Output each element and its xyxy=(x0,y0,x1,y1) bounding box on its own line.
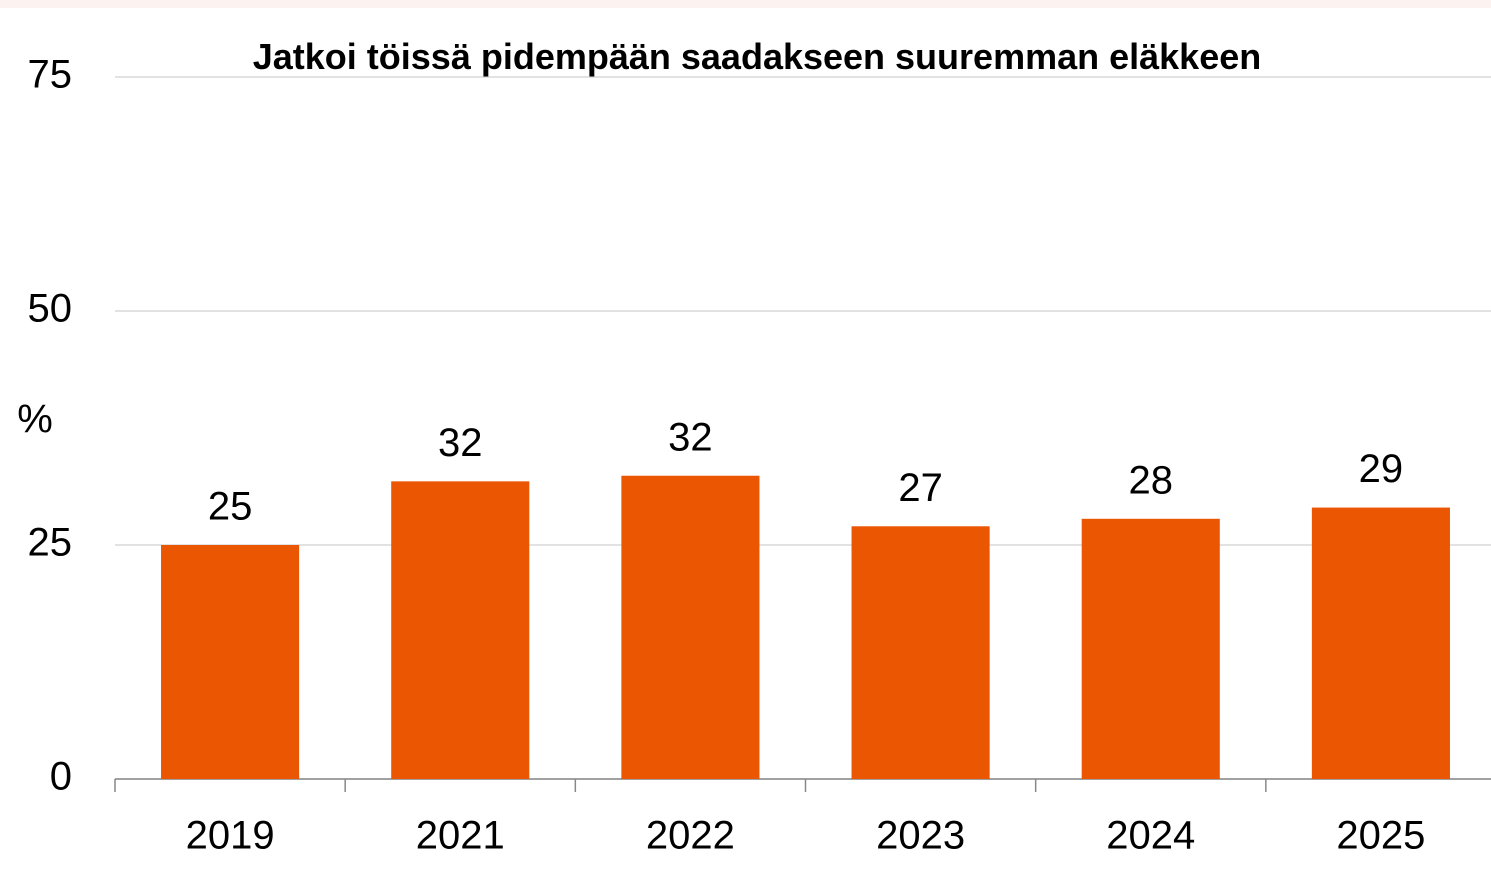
bar xyxy=(851,526,990,779)
data-label: 32 xyxy=(438,421,483,465)
bar xyxy=(1081,518,1220,779)
bar xyxy=(1311,507,1450,779)
y-tick-label: 0 xyxy=(50,755,72,799)
x-tick-label: 2025 xyxy=(1336,814,1425,858)
data-label: 27 xyxy=(898,466,943,510)
top-strip xyxy=(0,0,1491,8)
x-tick-label: 2024 xyxy=(1106,814,1195,858)
x-tick-label: 2023 xyxy=(876,814,965,858)
x-tick-label: 2022 xyxy=(646,814,735,858)
y-tick-label: 25 xyxy=(28,521,73,565)
y-tick-label: 75 xyxy=(28,53,73,97)
bar xyxy=(621,475,760,779)
data-label: 25 xyxy=(208,485,253,529)
y-axis-label: % xyxy=(17,398,53,442)
x-tick-label: 2019 xyxy=(186,814,275,858)
chart-title: Jatkoi töissä pidempään saadakseen suure… xyxy=(252,36,1262,77)
bar xyxy=(161,545,300,779)
data-label: 29 xyxy=(1359,447,1404,491)
data-label: 32 xyxy=(668,415,713,459)
x-tick-label: 2021 xyxy=(416,814,505,858)
bar xyxy=(391,481,530,779)
data-label: 28 xyxy=(1129,458,1174,502)
y-tick-label: 50 xyxy=(28,287,73,331)
